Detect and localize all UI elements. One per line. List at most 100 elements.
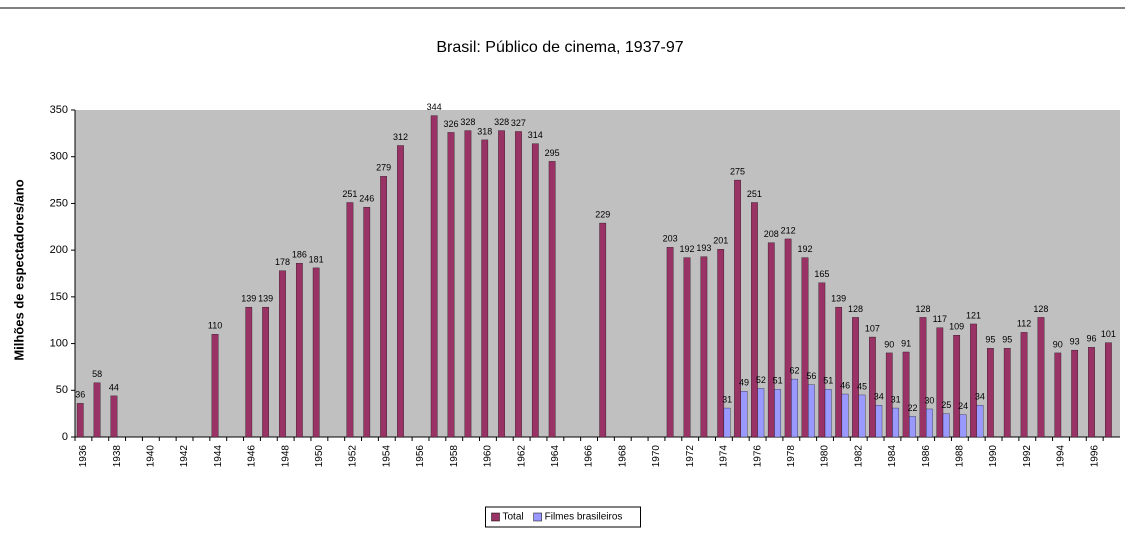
y-tick-label: 250 bbox=[50, 197, 68, 209]
x-tick-label: 1986 bbox=[921, 445, 932, 468]
bar bbox=[1003, 348, 1011, 438]
x-tick-label: 1994 bbox=[1056, 445, 1067, 468]
data-label: 110 bbox=[208, 321, 222, 331]
bar bbox=[757, 388, 765, 438]
data-label: 34 bbox=[975, 392, 985, 402]
bar bbox=[902, 351, 910, 438]
data-label: 328 bbox=[494, 117, 509, 127]
bar bbox=[245, 306, 253, 438]
bar bbox=[909, 416, 916, 438]
data-label: 203 bbox=[663, 234, 678, 244]
data-label: 201 bbox=[713, 236, 728, 246]
bar bbox=[279, 270, 286, 438]
bar bbox=[295, 263, 303, 438]
x-tick-label: 1976 bbox=[752, 445, 763, 468]
bar bbox=[262, 306, 269, 438]
bar bbox=[363, 207, 371, 438]
bar bbox=[76, 403, 84, 438]
x-tick-label: 1978 bbox=[786, 445, 797, 468]
data-label: 24 bbox=[958, 401, 968, 411]
bar bbox=[1105, 342, 1112, 438]
y-tick-label: 350 bbox=[50, 104, 68, 116]
bar bbox=[666, 247, 674, 438]
data-label: 117 bbox=[933, 314, 947, 324]
x-tick-label: 1954 bbox=[381, 445, 392, 468]
data-label: 90 bbox=[884, 339, 894, 349]
bar bbox=[683, 257, 691, 438]
data-label: 90 bbox=[1053, 339, 1063, 349]
x-tick-label: 1950 bbox=[314, 445, 325, 468]
bar bbox=[734, 179, 741, 438]
data-label: 246 bbox=[359, 194, 374, 204]
bar bbox=[447, 132, 455, 438]
data-label: 178 bbox=[275, 257, 290, 267]
data-label: 112 bbox=[1017, 319, 1031, 329]
bar bbox=[852, 317, 859, 438]
bar bbox=[784, 238, 792, 438]
x-tick-label: 1948 bbox=[280, 445, 291, 468]
x-tick-label: 1984 bbox=[887, 445, 898, 468]
bar bbox=[498, 130, 505, 438]
bar bbox=[312, 267, 320, 438]
data-label: 95 bbox=[985, 335, 995, 345]
x-tick-label: 1974 bbox=[719, 445, 730, 468]
x-tick-label: 1942 bbox=[179, 445, 190, 468]
bar bbox=[380, 176, 387, 438]
bar bbox=[919, 317, 927, 438]
legend-box bbox=[485, 506, 641, 528]
data-label: 45 bbox=[857, 381, 867, 391]
bar bbox=[430, 115, 438, 438]
data-label: 51 bbox=[773, 376, 783, 386]
y-tick-label: 0 bbox=[62, 431, 68, 443]
bar bbox=[869, 336, 876, 438]
bar bbox=[1054, 352, 1062, 438]
bar bbox=[936, 327, 944, 438]
data-label: 192 bbox=[679, 244, 694, 254]
y-tick-label: 50 bbox=[56, 384, 68, 396]
bar bbox=[531, 143, 539, 438]
data-label: 139 bbox=[258, 294, 273, 304]
x-tick-label: 1944 bbox=[213, 445, 224, 468]
bar bbox=[751, 202, 758, 438]
x-tick-label: 1964 bbox=[550, 445, 561, 468]
data-label: 251 bbox=[747, 189, 762, 199]
bar bbox=[953, 335, 961, 438]
x-tick-label: 1966 bbox=[584, 445, 595, 468]
x-tick-label: 1990 bbox=[988, 445, 999, 468]
data-label: 34 bbox=[874, 392, 884, 402]
data-label: 101 bbox=[1101, 329, 1116, 339]
x-tick-label: 1946 bbox=[247, 445, 258, 468]
data-label: 52 bbox=[756, 375, 766, 385]
data-label: 109 bbox=[949, 322, 964, 332]
x-tick-label: 1988 bbox=[955, 445, 966, 468]
x-tick-label: 1982 bbox=[853, 445, 864, 468]
data-label: 192 bbox=[797, 244, 812, 254]
bar bbox=[835, 306, 843, 438]
bar bbox=[987, 348, 994, 438]
bar bbox=[481, 139, 489, 438]
bar bbox=[970, 323, 977, 438]
x-tick-label: 1952 bbox=[348, 445, 359, 468]
bar bbox=[824, 389, 832, 438]
data-label: 56 bbox=[806, 371, 816, 381]
bar bbox=[599, 222, 607, 438]
bar bbox=[93, 382, 101, 438]
data-label: 212 bbox=[781, 225, 796, 235]
bar bbox=[515, 131, 522, 438]
data-label: 128 bbox=[1033, 304, 1048, 314]
bar bbox=[211, 334, 219, 438]
data-label: 49 bbox=[739, 378, 749, 388]
data-label: 193 bbox=[696, 243, 711, 253]
bar bbox=[858, 394, 866, 438]
data-label: 128 bbox=[848, 304, 863, 314]
bar bbox=[892, 407, 900, 438]
data-label: 31 bbox=[722, 394, 732, 404]
data-label: 344 bbox=[427, 102, 442, 112]
y-tick-label: 150 bbox=[50, 291, 68, 303]
data-label: 25 bbox=[941, 400, 951, 410]
bar bbox=[1071, 349, 1079, 438]
data-label: 107 bbox=[865, 323, 880, 333]
bar bbox=[740, 391, 748, 438]
bar bbox=[791, 378, 798, 438]
x-tick-label: 1960 bbox=[483, 445, 494, 468]
